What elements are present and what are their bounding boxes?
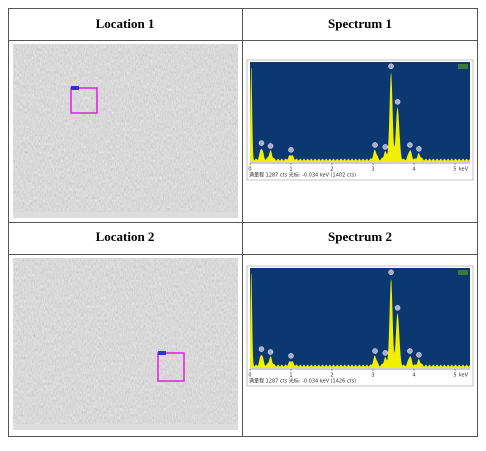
peak-marker: [372, 142, 378, 148]
spectrum-plot: [250, 268, 470, 368]
axis-unit: keV: [459, 373, 469, 379]
peak-marker: [288, 353, 294, 359]
spectrum-badge: [458, 270, 468, 275]
tick-label: 1: [289, 167, 292, 173]
tick-label: 3: [371, 167, 374, 173]
peak-marker: [388, 269, 394, 276]
peak-marker: [416, 352, 422, 358]
peak-marker: [394, 305, 401, 311]
header-location: Location 1: [96, 16, 155, 31]
tick-label: 0: [248, 373, 251, 379]
peak-marker: [407, 348, 413, 354]
header-location: Location 2: [96, 229, 155, 244]
tick-label: 2: [330, 167, 333, 173]
peak-marker: [407, 142, 413, 148]
tick-label: 5: [453, 167, 456, 173]
peak-marker: [382, 350, 389, 356]
peak-marker: [388, 63, 394, 70]
peak-marker: [288, 147, 294, 153]
peak-marker: [372, 348, 378, 354]
peak-marker: [382, 144, 389, 150]
sem-image: [13, 258, 238, 430]
tick-label: 0: [248, 167, 251, 173]
peak-marker: [416, 146, 422, 152]
tick-label: 4: [412, 373, 415, 379]
spectrum-plot: [250, 62, 470, 162]
tick-label: 4: [412, 167, 415, 173]
table-grid: [8, 8, 478, 437]
tick-label: 2: [330, 373, 333, 379]
status-line: 满量程 1287 cts 光标: -0.034 keV (1402 cts): [249, 172, 356, 179]
tick-label: 3: [371, 373, 374, 379]
peak-marker: [267, 349, 274, 355]
peak-marker: [258, 140, 265, 146]
header-spectrum: Spectrum 2: [328, 229, 392, 244]
spectrum-badge: [458, 64, 468, 69]
header-spectrum: Spectrum 1: [328, 16, 392, 31]
peak-marker: [394, 99, 401, 105]
peak-marker: [267, 143, 274, 149]
status-line: 满量程 1287 cts 光标: -0.034 keV (1426 cts): [249, 378, 356, 385]
axis-unit: keV: [459, 167, 469, 173]
sem-image: [13, 44, 238, 218]
tick-label: 1: [289, 373, 292, 379]
peak-marker: [258, 346, 265, 352]
tick-label: 5: [453, 373, 456, 379]
